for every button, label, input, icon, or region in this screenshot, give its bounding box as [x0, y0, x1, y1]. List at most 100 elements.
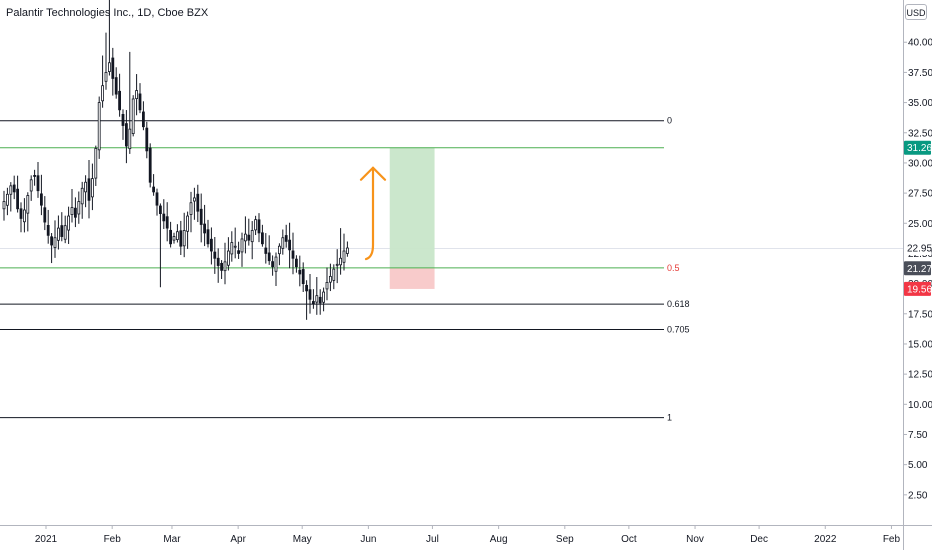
- candle: [179, 220, 183, 255]
- price-badge-22-95: 22.95: [904, 241, 932, 256]
- candle-body: [182, 230, 186, 247]
- price-badge-label: 31.26: [907, 143, 932, 154]
- candle-body: [26, 195, 30, 214]
- candle-body: [240, 238, 244, 253]
- candle: [274, 252, 278, 286]
- y-tick-label: 7.50: [908, 430, 928, 441]
- candle: [250, 221, 254, 260]
- candle: [332, 264, 336, 290]
- candle-body: [108, 62, 111, 72]
- candle-body: [46, 225, 50, 236]
- stop-zone: [389, 268, 435, 289]
- candle: [43, 196, 47, 231]
- candle: [19, 202, 23, 233]
- candle-body: [284, 235, 288, 242]
- candle-body: [172, 236, 176, 241]
- candle: [40, 174, 43, 216]
- candle: [60, 212, 64, 242]
- y-tick-label: 10.00: [908, 400, 932, 411]
- candle: [46, 209, 50, 244]
- candle: [84, 175, 87, 208]
- candle: [145, 121, 149, 159]
- candle-body: [97, 102, 101, 151]
- candle: [74, 197, 77, 228]
- candle-body: [57, 227, 60, 241]
- candle-body: [43, 207, 47, 223]
- fib-label-0: 0: [667, 116, 672, 126]
- candle-body: [311, 301, 315, 305]
- arrow-shaft: [364, 166, 375, 261]
- candle-body: [192, 197, 196, 202]
- x-tick-label: Oct: [621, 534, 637, 545]
- candle: [131, 95, 135, 137]
- candle: [308, 273, 312, 314]
- candle: [16, 175, 20, 213]
- candle: [203, 204, 207, 247]
- candle-body: [148, 147, 152, 183]
- candle: [294, 255, 298, 273]
- x-tick-label: Jul: [426, 534, 439, 545]
- x-tick-label: Jun: [360, 534, 376, 545]
- candle-body: [322, 291, 326, 303]
- candle-body: [2, 201, 6, 210]
- price-badge-bg: [904, 281, 931, 296]
- candle-body: [298, 269, 302, 275]
- fib-label-1: 1: [667, 413, 672, 423]
- candle-body: [291, 250, 295, 259]
- candle: [175, 224, 179, 243]
- candle-body: [247, 234, 251, 241]
- candle: [311, 289, 315, 309]
- candle: [237, 241, 241, 259]
- candle: [209, 227, 213, 265]
- candle: [182, 212, 186, 258]
- candle-body: [36, 175, 40, 192]
- time-axis[interactable]: 2021 Feb Mar Apr May Jun Jul Aug Sep Oct Nov Dec 202…: [35, 525, 901, 545]
- x-tick-label: Apr: [230, 534, 246, 545]
- candle-body: [70, 207, 74, 216]
- candle: [230, 231, 234, 262]
- arrow-head: [359, 166, 387, 181]
- candle-body: [199, 208, 203, 225]
- candle-body: [22, 209, 26, 223]
- x-tick-label: Dec: [750, 534, 768, 545]
- candle-body: [315, 295, 319, 303]
- candle: [125, 110, 128, 164]
- candle: [345, 241, 349, 257]
- candle-body: [50, 236, 53, 246]
- candle-body: [328, 275, 332, 283]
- x-tick-label: Feb: [104, 534, 122, 545]
- x-tick-label: Nov: [686, 534, 704, 545]
- candle: [220, 260, 224, 279]
- candle-body: [274, 256, 278, 272]
- currency-label[interactable]: USD: [905, 4, 927, 20]
- candle-body: [40, 193, 43, 206]
- candle: [50, 233, 53, 264]
- candle-body: [264, 247, 268, 254]
- candle: [192, 187, 196, 220]
- candle: [135, 74, 139, 116]
- candle: [158, 203, 162, 288]
- candle: [260, 224, 264, 247]
- candle: [26, 192, 30, 232]
- candle-body: [53, 237, 57, 248]
- candle-body: [335, 263, 339, 266]
- candle-body: [165, 216, 169, 229]
- x-tick-label: Aug: [490, 534, 508, 545]
- y-tick-label: 32.50: [908, 128, 932, 139]
- candle-body: [175, 231, 179, 240]
- price-badges: 31.26 22.95 21.27 19.56: [904, 140, 932, 296]
- candle: [12, 175, 16, 200]
- candle: [189, 191, 193, 233]
- candle: [67, 206, 70, 244]
- candle-body: [145, 127, 149, 152]
- price-badge-bg: [904, 241, 931, 256]
- plot-background: [0, 0, 903, 525]
- candle: [29, 175, 33, 201]
- y-tick-label: 15.00: [908, 339, 932, 350]
- candle: [223, 242, 227, 285]
- x-tick-label: May: [293, 534, 312, 545]
- candle-body: [260, 232, 264, 245]
- y-tick-label: 12.50: [908, 370, 932, 381]
- y-tick-label: 37.50: [908, 68, 932, 79]
